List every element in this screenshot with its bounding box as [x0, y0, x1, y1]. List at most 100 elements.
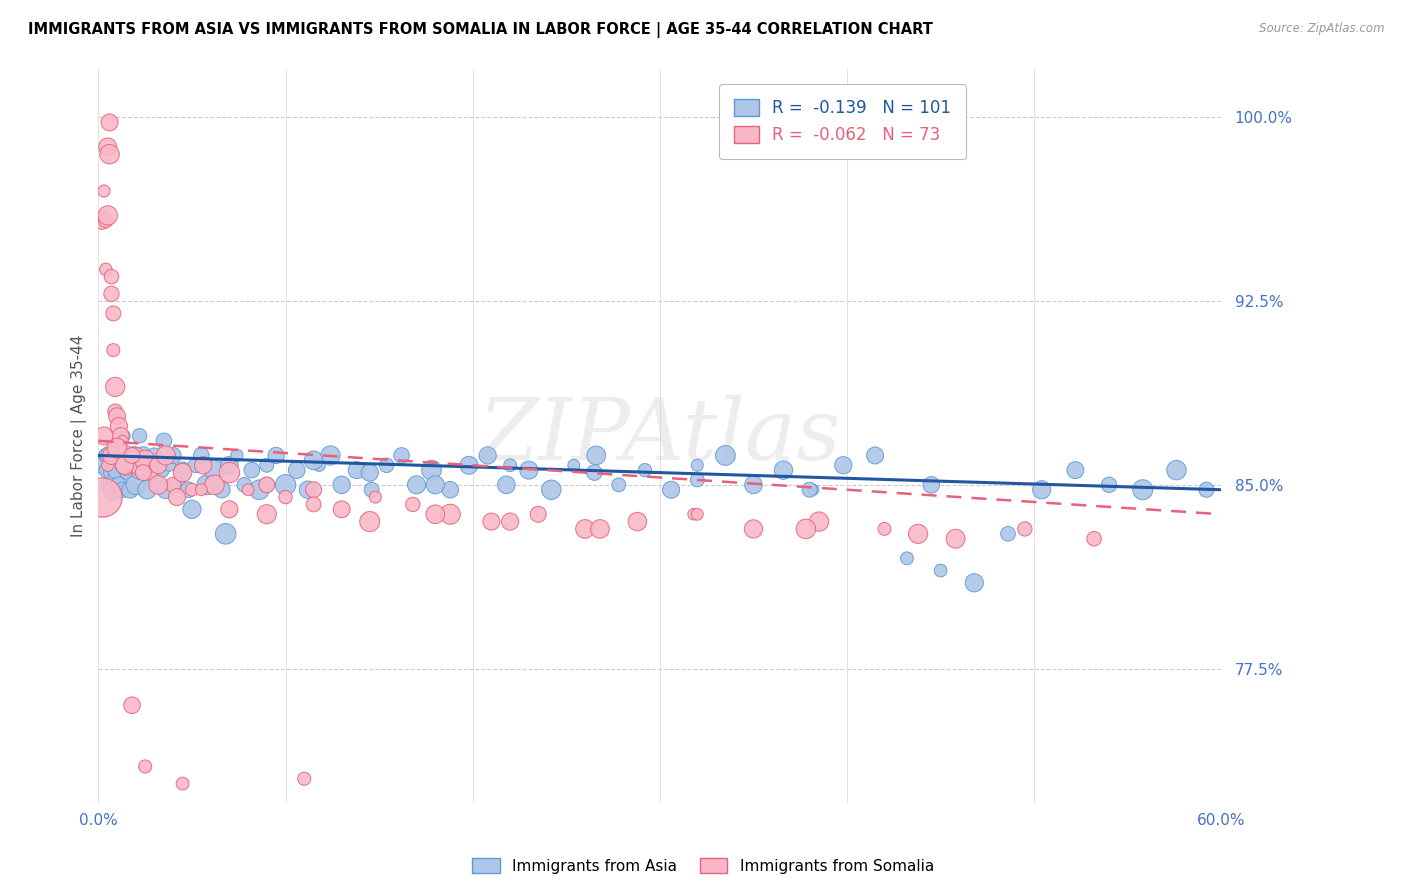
Point [172, 777, 194, 791]
Point [439, 507, 461, 521]
Point [162, 449, 184, 463]
Point [105, 463, 128, 477]
Point [256, 458, 278, 473]
Point [929, 564, 952, 578]
Point [103, 343, 125, 358]
Point [139, 458, 162, 473]
Point [256, 507, 278, 521]
Point [274, 478, 297, 492]
Point [873, 522, 896, 536]
Point [907, 526, 929, 541]
Point [128, 463, 150, 477]
Point [405, 478, 427, 492]
Point [458, 458, 481, 473]
Point [540, 483, 562, 497]
Point [114, 458, 136, 473]
Point [626, 515, 648, 529]
Point [159, 458, 181, 473]
Point [103, 483, 125, 497]
Point [94, 262, 117, 277]
Point [682, 507, 704, 521]
Point [120, 483, 142, 497]
Point [93, 184, 115, 198]
Point [155, 483, 177, 497]
Text: IMMIGRANTS FROM ASIA VS IMMIGRANTS FROM SOMALIA IN LABOR FORCE | AGE 35-44 CORRE: IMMIGRANTS FROM ASIA VS IMMIGRANTS FROM … [28, 22, 934, 38]
Point [359, 466, 381, 480]
Legend: Immigrants from Asia, Immigrants from Somalia: Immigrants from Asia, Immigrants from So… [465, 852, 941, 880]
Point [190, 483, 212, 497]
Point [121, 698, 143, 713]
Point [302, 498, 325, 512]
Point [110, 449, 132, 463]
Point [360, 483, 382, 497]
Point [359, 515, 381, 529]
Text: Source: ZipAtlas.com: Source: ZipAtlas.com [1260, 22, 1385, 36]
Point [214, 526, 236, 541]
Point [799, 483, 821, 497]
Point [589, 522, 612, 536]
Point [801, 483, 824, 497]
Point [93, 458, 115, 473]
Point [499, 458, 522, 473]
Point [108, 478, 131, 492]
Point [330, 478, 353, 492]
Point [98, 115, 121, 129]
Point [136, 483, 159, 497]
Point [184, 458, 207, 473]
Point [477, 449, 499, 463]
Point [240, 463, 263, 477]
Point [425, 507, 447, 521]
Point [832, 458, 855, 473]
Point [100, 466, 122, 480]
Point [114, 458, 136, 473]
Point [104, 380, 127, 394]
Point [1166, 463, 1188, 477]
Point [128, 429, 150, 443]
Point [742, 522, 765, 536]
Point [302, 453, 325, 467]
Point [233, 478, 256, 492]
Point [308, 458, 330, 473]
Point [218, 466, 240, 480]
Point [132, 449, 155, 463]
Point [105, 441, 128, 455]
Point [714, 449, 737, 463]
Point [420, 463, 443, 477]
Point [481, 515, 503, 529]
Point [115, 458, 138, 473]
Point [807, 515, 830, 529]
Point [319, 449, 342, 463]
Point [495, 478, 517, 492]
Point [218, 502, 240, 516]
Point [202, 463, 225, 477]
Point [1098, 478, 1121, 492]
Point [97, 478, 120, 492]
Point [181, 502, 204, 516]
Point [100, 286, 122, 301]
Point [236, 483, 259, 497]
Point [1031, 483, 1053, 497]
Point [218, 458, 240, 473]
Point [574, 522, 596, 536]
Point [166, 490, 188, 504]
Point [225, 449, 247, 463]
Point [139, 466, 162, 480]
Point [863, 449, 886, 463]
Point [97, 458, 120, 473]
Point [104, 404, 127, 418]
Point [153, 434, 176, 448]
Point [103, 453, 125, 467]
Point [402, 498, 425, 512]
Point [134, 759, 156, 773]
Point [103, 306, 125, 320]
Point [346, 463, 368, 477]
Point [91, 213, 114, 227]
Point [425, 478, 447, 492]
Point [148, 458, 170, 473]
Point [364, 490, 387, 504]
Legend: R =  -0.139   N = 101, R =  -0.062   N = 73: R = -0.139 N = 101, R = -0.062 N = 73 [718, 84, 966, 159]
Point [105, 441, 128, 455]
Point [105, 409, 128, 424]
Point [125, 478, 148, 492]
Point [302, 483, 325, 497]
